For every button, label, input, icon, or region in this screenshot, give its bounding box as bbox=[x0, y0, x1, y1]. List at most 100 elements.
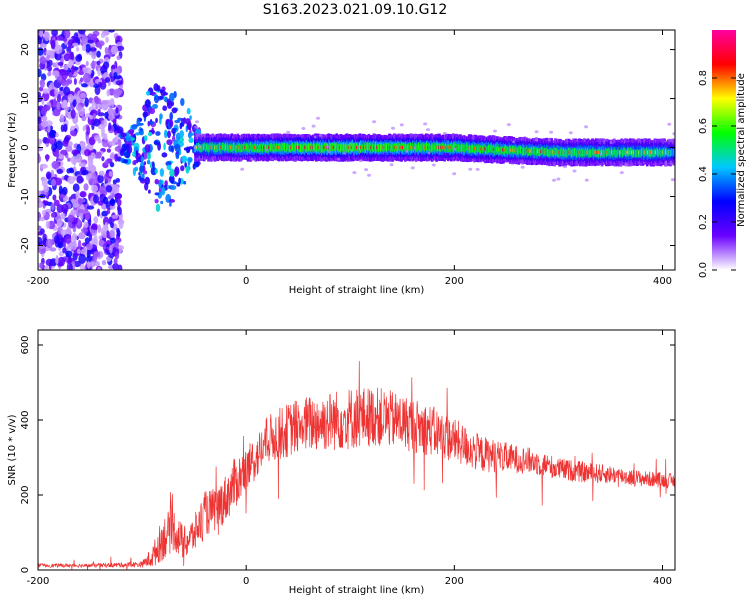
noise-blob bbox=[116, 55, 121, 61]
noise-blob bbox=[109, 230, 115, 238]
noise-blob bbox=[50, 169, 55, 178]
halo-blob bbox=[426, 128, 430, 132]
noise-blob bbox=[62, 37, 68, 42]
noise-blob bbox=[113, 118, 117, 126]
transition-blob bbox=[178, 177, 182, 184]
noise-blob bbox=[71, 233, 78, 243]
noise-blob bbox=[105, 36, 109, 43]
noise-blob bbox=[97, 174, 104, 184]
halo-blob bbox=[506, 123, 511, 127]
noise-blob bbox=[103, 216, 110, 226]
noise-blob bbox=[94, 177, 98, 185]
noise-blob bbox=[97, 224, 102, 234]
noise-blob bbox=[38, 231, 43, 236]
plot-frame bbox=[37, 29, 676, 271]
noise-blob bbox=[85, 60, 89, 67]
noise-blob bbox=[104, 222, 109, 231]
noise-blob bbox=[82, 66, 88, 74]
noise-blob bbox=[100, 32, 106, 38]
halo-blob bbox=[619, 171, 624, 175]
noise-blob bbox=[53, 199, 60, 207]
noise-blob bbox=[45, 238, 54, 249]
noise-blob bbox=[99, 43, 102, 50]
noise-blob bbox=[114, 153, 119, 162]
noise-blob bbox=[51, 160, 60, 170]
halo-blob bbox=[672, 132, 675, 136]
noise-blob bbox=[73, 78, 77, 85]
transition-blob bbox=[119, 148, 125, 157]
noise-blob bbox=[55, 140, 63, 151]
halo-blob bbox=[670, 178, 675, 182]
transition-blob bbox=[181, 155, 188, 163]
x-tick-label: -200 bbox=[27, 576, 50, 587]
noise-blob bbox=[55, 148, 60, 159]
transition-blob bbox=[152, 104, 158, 109]
colorbar-tick-label: 0.6 bbox=[698, 118, 709, 134]
transition-blob bbox=[148, 189, 151, 194]
colorbar-label: Normalized spectral amplitude bbox=[736, 73, 747, 227]
noise-blob bbox=[72, 99, 77, 107]
halo-blob bbox=[316, 116, 320, 120]
y-tick-label: 0 bbox=[20, 567, 31, 573]
halo-blob bbox=[520, 165, 525, 169]
noise-blob bbox=[73, 260, 82, 268]
noise-blob bbox=[61, 186, 68, 196]
noise-blob bbox=[98, 235, 103, 240]
noise-blob bbox=[91, 99, 95, 109]
colorbar-tick-label: 0.4 bbox=[698, 166, 709, 182]
noise-blob bbox=[62, 241, 67, 248]
noise-blob bbox=[114, 240, 119, 249]
noise-blob bbox=[108, 141, 116, 146]
noise-blob bbox=[98, 239, 105, 247]
noise-blob bbox=[115, 80, 123, 86]
y-tick-label: 20 bbox=[20, 43, 31, 56]
x-tick-label: 0 bbox=[243, 276, 249, 287]
noise-blob bbox=[63, 53, 71, 62]
noise-blob bbox=[102, 230, 107, 239]
x-tick-label: 200 bbox=[445, 276, 464, 287]
halo-blob bbox=[563, 165, 567, 169]
noise-blob bbox=[47, 220, 56, 230]
noise-blob bbox=[96, 60, 101, 66]
transition-blob bbox=[169, 92, 175, 102]
transition-blob bbox=[185, 118, 191, 125]
plot-area bbox=[38, 330, 675, 570]
noise-blob bbox=[117, 138, 122, 149]
noise-blob bbox=[86, 125, 91, 136]
noise-blob bbox=[71, 149, 80, 156]
noise-blob bbox=[114, 251, 120, 260]
transition-blob bbox=[169, 201, 172, 207]
noise-blob bbox=[104, 47, 109, 55]
noise-blob bbox=[47, 71, 52, 77]
noise-blob bbox=[71, 65, 75, 75]
noise-blob bbox=[62, 99, 68, 108]
transition-blob bbox=[186, 107, 191, 115]
noise-blob bbox=[63, 197, 67, 203]
colorbar-tick-label: 0.8 bbox=[698, 70, 709, 86]
noise-blob bbox=[57, 61, 64, 66]
transition-blob bbox=[183, 147, 189, 151]
noise-blob bbox=[52, 98, 57, 108]
transition-blob bbox=[184, 162, 188, 168]
transition-blob bbox=[155, 117, 158, 124]
noise-blob bbox=[48, 59, 53, 67]
noise-blob bbox=[45, 154, 49, 162]
transition-blob bbox=[177, 117, 183, 121]
noise-blob bbox=[61, 81, 70, 87]
transition-blob bbox=[170, 101, 175, 107]
halo-blob bbox=[372, 120, 377, 124]
transition-blob bbox=[140, 156, 144, 163]
spectrogram-marks bbox=[38, 30, 675, 270]
noise-blob bbox=[49, 247, 57, 252]
transition-blob bbox=[162, 105, 168, 111]
noise-blob bbox=[98, 170, 105, 176]
halo-blob bbox=[534, 130, 539, 134]
noise-blob bbox=[113, 72, 118, 78]
noise-blob bbox=[96, 104, 104, 109]
noise-blob bbox=[97, 266, 101, 270]
transition-blob bbox=[139, 130, 144, 136]
noise-blob bbox=[63, 64, 69, 71]
noise-blob bbox=[78, 232, 86, 240]
noise-blob bbox=[96, 208, 101, 217]
noise-blob bbox=[40, 107, 47, 116]
